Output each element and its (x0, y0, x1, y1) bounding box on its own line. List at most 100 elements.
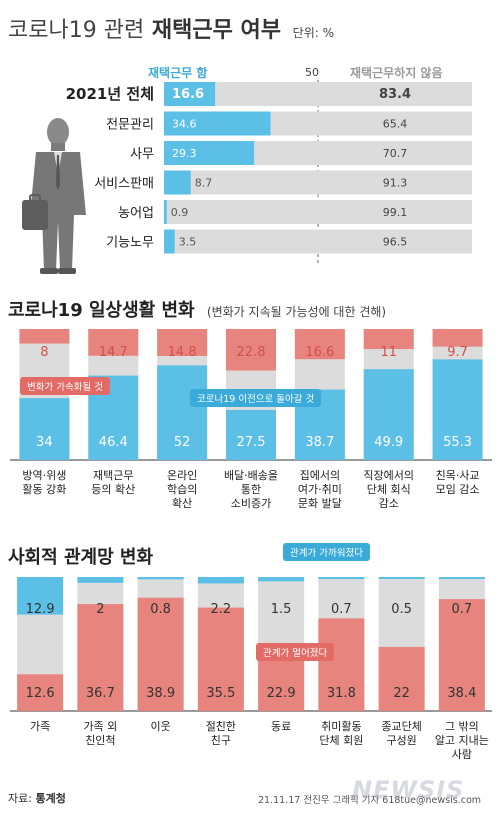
bar-top-segment (17, 577, 64, 615)
bar-top-segment (88, 329, 139, 356)
bar-remote-yes (164, 229, 175, 254)
bar-top-segment (432, 329, 483, 347)
value-label-bottom: 49.9 (374, 435, 403, 450)
value-label-bottom: 38.7 (305, 435, 334, 450)
bar-remote-yes (164, 170, 191, 195)
value-label-bottom: 34 (36, 435, 53, 450)
bar-bottom-segment (197, 607, 244, 711)
source-name: 통계청 (35, 792, 66, 805)
value-label-bottom: 35.5 (206, 686, 235, 701)
category-label: 활동 강화 (22, 482, 66, 496)
bar-remote-yes (164, 141, 255, 165)
value-label-bottom: 31.8 (327, 686, 356, 701)
category-label: 학습의 (167, 483, 197, 496)
callout-return: 코로나19 이전으로 돌아갈 것 (190, 389, 322, 407)
bar-remote-no (254, 141, 472, 165)
category-label: 온라인 (167, 469, 197, 482)
bar-top-segment (363, 329, 414, 350)
credit-line: 21.11.17 전진우 그래픽 기자 618tue@newsis.com (258, 795, 482, 806)
value-label-bottom: 38.9 (146, 686, 175, 701)
bar-bottom-segment (77, 604, 124, 711)
bar-top-segment (438, 577, 485, 580)
value-label-top: 16.6 (305, 345, 334, 360)
category-label: 절친한 (206, 720, 236, 733)
title-light: 코로나19 관련 (8, 18, 145, 43)
bar-top-segment (197, 577, 244, 584)
bar-bottom-segment (17, 674, 64, 711)
category-label: 문화 발달 (298, 497, 342, 510)
bar-remote-no (215, 82, 473, 106)
value-label-remote-no: 96.5 (383, 236, 408, 249)
value-label-top: 9.7 (447, 345, 468, 360)
unit-label: 단위: % (292, 26, 334, 40)
callout-closer: 관계가 가까워졌다 (283, 543, 370, 561)
category-label: 2021년 전체 (66, 85, 154, 103)
bar-top-segment (137, 577, 184, 580)
value-label-remote-yes: 0.9 (171, 206, 189, 219)
category-label: 친구 (211, 734, 231, 747)
category-label: 모임 감소 (436, 483, 480, 496)
bar-bottom-segment (363, 369, 414, 460)
bar-top-segment (294, 329, 345, 360)
value-label-top: 0.8 (150, 602, 171, 617)
bar-remote-no (174, 229, 472, 254)
callout-farther: 관계가 멀어졌다 (256, 643, 335, 661)
value-label-bottom: 22 (393, 686, 410, 701)
source-label: 자료: (8, 792, 32, 805)
legend-remote-no: 재택근무하지 않음 (350, 66, 443, 80)
office-worker-illustration (22, 118, 86, 274)
category-label: 가족 (30, 720, 50, 733)
section2-subtitle: (변화가 지속될 가능성에 대한 견해) (206, 305, 387, 319)
bar-top-segment (378, 577, 425, 579)
bar-top-segment (318, 577, 365, 580)
category-label: 가족 외 (83, 720, 117, 733)
category-label: 전문관리 (106, 118, 154, 133)
newsis-watermark: NEWSIS (352, 776, 465, 804)
value-label-remote-yes: 29.3 (172, 147, 197, 160)
category-label: 구성원 (386, 734, 416, 747)
section3-title: 사회적 관계망 변화 (8, 547, 154, 568)
bar-bottom-segment (318, 618, 365, 711)
section2-title: 코로나19 일상생활 변화 (변화가 지속될 가능성에 대한 견해) (8, 296, 386, 322)
value-label-top: 0.7 (452, 602, 473, 617)
value-label-top: 2 (96, 602, 104, 617)
value-label-bottom: 22.9 (267, 686, 296, 701)
category-label: 직장에서의 (363, 469, 414, 482)
bar-bottom-segment (378, 646, 425, 711)
category-label: 등의 확산 (91, 483, 135, 496)
category-label: 서비스판매 (94, 177, 154, 192)
category-label: 감소 (379, 497, 399, 510)
bar-bottom-segment (157, 365, 208, 460)
bar-bottom-segment (438, 599, 485, 711)
value-label-remote-no: 70.7 (383, 147, 408, 160)
callout-accelerate: 변화가 가속화될 것 (20, 377, 110, 395)
value-label-top: 0.7 (331, 602, 352, 617)
value-label-bottom: 27.5 (237, 435, 266, 450)
category-label: 재택근무 (93, 469, 133, 482)
category-label: 통한 (241, 483, 261, 496)
value-label-remote-no: 91.3 (383, 177, 408, 190)
category-label: 친목·사교 (436, 469, 480, 482)
bar-remote-yes (164, 82, 216, 106)
category-label: 이웃 (151, 720, 171, 733)
category-label: 단체 회원 (319, 734, 363, 747)
page-title: 코로나19 관련 재택근무 여부 단위: % (8, 12, 334, 44)
category-label: 단체 회식 (367, 483, 411, 496)
value-label-top: 0.5 (391, 602, 412, 617)
bar-bottom-segment (226, 409, 276, 460)
value-label-bottom: 38.4 (447, 686, 476, 701)
value-label-remote-yes: 8.7 (195, 177, 213, 190)
bar-top-segment (226, 329, 276, 371)
bar-top-segment (258, 577, 305, 582)
value-label-top: 14.7 (99, 345, 128, 360)
category-label: 그 밖의 (445, 720, 479, 733)
value-label-remote-yes: 34.6 (172, 118, 197, 131)
value-label-remote-no: 99.1 (383, 206, 408, 219)
value-label-top: 11 (380, 345, 397, 360)
category-label: 확산 (172, 497, 192, 510)
bar-bottom-segment (432, 359, 483, 460)
value-label-bottom: 55.3 (443, 435, 472, 450)
value-label-top: 2.2 (211, 602, 232, 617)
